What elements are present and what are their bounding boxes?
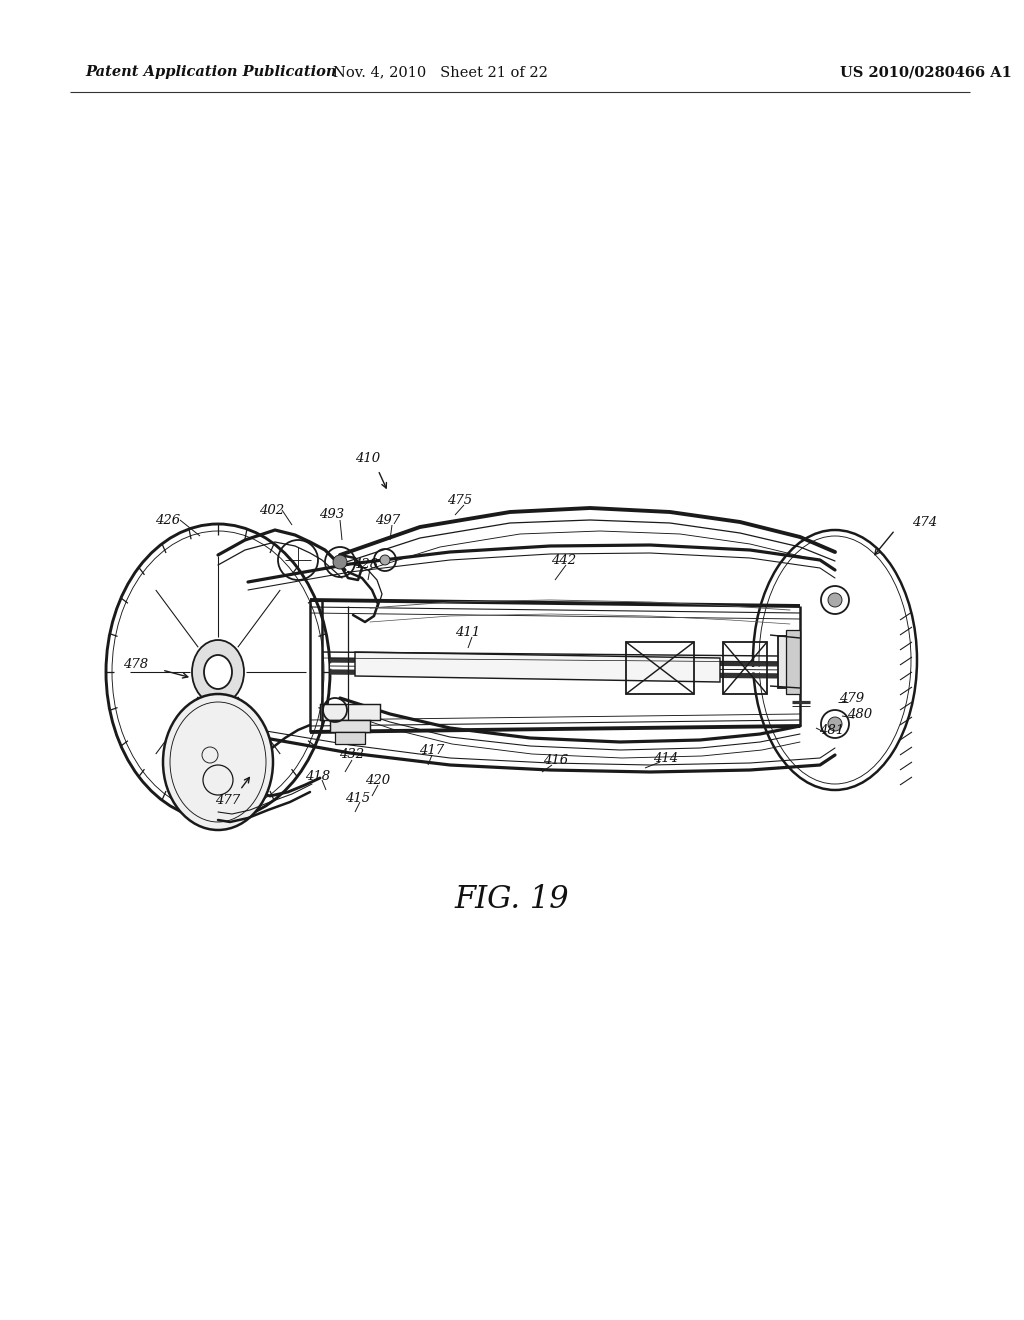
Ellipse shape	[333, 554, 347, 569]
Text: US 2010/0280466 A1: US 2010/0280466 A1	[840, 65, 1012, 79]
Text: 402: 402	[259, 503, 285, 516]
Text: 481: 481	[819, 723, 845, 737]
Text: 414: 414	[653, 751, 679, 764]
Text: 428: 428	[353, 557, 379, 570]
Text: 479: 479	[840, 692, 864, 705]
Text: 416: 416	[544, 754, 568, 767]
Text: 478: 478	[123, 657, 148, 671]
Text: Nov. 4, 2010   Sheet 21 of 22: Nov. 4, 2010 Sheet 21 of 22	[333, 65, 548, 79]
Ellipse shape	[204, 655, 232, 689]
Polygon shape	[355, 652, 720, 682]
Text: Patent Application Publication: Patent Application Publication	[85, 65, 337, 79]
Text: 411: 411	[456, 626, 480, 639]
Text: 480: 480	[848, 708, 872, 721]
Ellipse shape	[828, 717, 842, 731]
Text: 420: 420	[366, 774, 390, 787]
Text: 497: 497	[376, 513, 400, 527]
Polygon shape	[335, 733, 365, 744]
Text: 432: 432	[339, 747, 365, 760]
Text: 417: 417	[420, 743, 444, 756]
Polygon shape	[778, 636, 800, 688]
Text: 442: 442	[552, 553, 577, 566]
Ellipse shape	[828, 593, 842, 607]
Text: 475: 475	[447, 494, 472, 507]
Text: 415: 415	[345, 792, 371, 804]
Text: 410: 410	[355, 451, 381, 465]
Text: FIG. 19: FIG. 19	[455, 884, 569, 916]
Ellipse shape	[380, 554, 390, 565]
Polygon shape	[330, 719, 370, 733]
Text: 493: 493	[319, 508, 344, 521]
Ellipse shape	[163, 694, 273, 830]
Text: 474: 474	[912, 516, 937, 528]
Text: 426: 426	[156, 513, 180, 527]
Polygon shape	[786, 630, 800, 694]
Ellipse shape	[193, 640, 244, 704]
Text: 477: 477	[215, 793, 241, 807]
Text: 418: 418	[305, 770, 331, 783]
Polygon shape	[319, 704, 380, 719]
